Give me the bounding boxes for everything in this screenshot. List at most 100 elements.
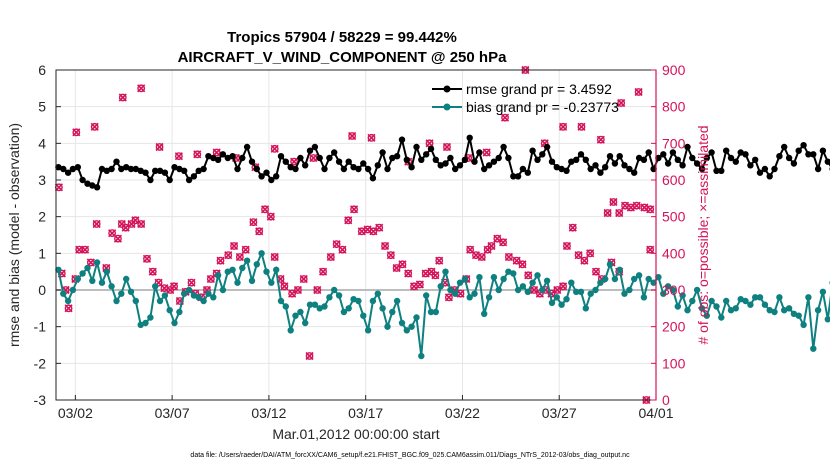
obs-count-marker bbox=[477, 252, 486, 262]
rmse-point bbox=[602, 164, 609, 171]
obs-assimilated-marker bbox=[224, 251, 233, 260]
obs-count-marker bbox=[92, 219, 101, 229]
bias-point bbox=[621, 290, 628, 297]
rmse-point bbox=[432, 156, 439, 163]
rmse-point bbox=[147, 176, 154, 184]
bias-point bbox=[108, 283, 115, 290]
obs-assimilated-marker bbox=[118, 93, 127, 102]
obs-assimilated-marker bbox=[260, 205, 270, 214]
obs-possible-marker bbox=[137, 220, 146, 228]
obs-count-marker bbox=[398, 260, 407, 269]
obs-assimilated-marker bbox=[193, 150, 202, 159]
rmse-point bbox=[243, 143, 251, 151]
obs-possible-marker bbox=[466, 245, 475, 254]
obs-possible-marker bbox=[596, 135, 605, 144]
bias-point bbox=[761, 301, 769, 308]
bias-point bbox=[316, 305, 323, 312]
bias-point bbox=[660, 290, 667, 297]
rmse-point bbox=[161, 169, 169, 176]
rmse-point bbox=[379, 149, 386, 156]
y-tick-label-right: 400 bbox=[662, 245, 686, 261]
x-tick-label: 03/02 bbox=[58, 405, 93, 421]
obs-count-marker bbox=[338, 245, 347, 254]
axes: 03/02 03/07 03/12 03/17 03/22 03/27 04/01 -3 -2 -… bbox=[34, 62, 686, 421]
rmse-point bbox=[89, 182, 96, 189]
bias-point bbox=[176, 308, 183, 316]
obs-assimilated-marker bbox=[255, 227, 264, 236]
bias-point bbox=[321, 303, 328, 310]
rmse-point bbox=[814, 165, 822, 173]
bias-point bbox=[631, 275, 638, 283]
obs-count-marker bbox=[241, 245, 250, 254]
bias-point bbox=[210, 294, 217, 301]
rmse-point bbox=[248, 158, 256, 165]
bias-point bbox=[331, 286, 338, 294]
rmse-point bbox=[539, 151, 546, 158]
bias-point bbox=[234, 279, 241, 286]
bias-point bbox=[418, 352, 425, 360]
bias-point bbox=[524, 288, 531, 295]
rmse-point bbox=[321, 165, 328, 173]
bias-point bbox=[393, 297, 401, 305]
bias-point bbox=[742, 297, 749, 305]
series-layer bbox=[54, 65, 830, 405]
bias-point bbox=[360, 312, 367, 319]
obs-count-marker bbox=[518, 260, 527, 269]
y-tick-label-left: 3 bbox=[38, 172, 46, 188]
bias-point bbox=[350, 296, 357, 303]
rmse-point bbox=[660, 151, 667, 158]
bias-point bbox=[243, 257, 251, 264]
bias-point bbox=[224, 268, 231, 275]
rmse-point bbox=[398, 136, 406, 143]
bias-point bbox=[800, 321, 807, 328]
rmse-point bbox=[253, 165, 260, 173]
rmse-point bbox=[229, 153, 236, 160]
obs-assimilated-marker bbox=[326, 252, 335, 262]
rmse-point bbox=[481, 165, 488, 173]
rmse-point bbox=[123, 164, 130, 171]
legend-rmse-label: rmse grand pr = 3.4592 bbox=[466, 81, 612, 97]
obs-possible-marker bbox=[634, 88, 643, 96]
bias-point bbox=[379, 305, 386, 312]
obs-possible-marker bbox=[617, 99, 626, 107]
obs-possible-marker bbox=[350, 205, 358, 214]
y-tick-label-right: 500 bbox=[662, 209, 686, 225]
obs-assimilated-marker bbox=[289, 157, 299, 166]
obs-count-marker bbox=[270, 252, 279, 262]
obs-possible-marker bbox=[574, 251, 583, 260]
obs-possible-marker bbox=[609, 198, 618, 206]
obs-assimilated-marker bbox=[313, 285, 322, 295]
obs-assimilated-marker bbox=[266, 212, 275, 221]
obs-possible-marker bbox=[241, 245, 250, 254]
rmse-point bbox=[210, 154, 217, 162]
bias-point bbox=[732, 305, 739, 312]
obs-assimilated-marker bbox=[319, 267, 328, 276]
bias-point bbox=[171, 319, 178, 327]
rmse-point bbox=[418, 156, 425, 163]
rmse-point bbox=[640, 156, 648, 163]
bias-point bbox=[98, 279, 106, 286]
obs-possible-marker bbox=[559, 122, 567, 131]
obs-assimilated-marker bbox=[216, 256, 225, 265]
obs-assimilated-marker bbox=[148, 267, 157, 276]
obs-count-marker bbox=[617, 98, 626, 108]
rmse-point bbox=[408, 164, 415, 171]
rmse-point bbox=[756, 169, 764, 176]
bias-point bbox=[456, 279, 464, 286]
rmse-point bbox=[597, 169, 604, 176]
obs-count-marker bbox=[137, 84, 146, 93]
rmse-point bbox=[403, 156, 410, 163]
obs-assimilated-marker bbox=[646, 205, 655, 214]
bias-point bbox=[292, 312, 299, 319]
obs-possible-marker bbox=[187, 278, 196, 287]
y-tick-label-left: 0 bbox=[38, 282, 46, 298]
rmse-point bbox=[708, 149, 715, 156]
bias-point bbox=[810, 345, 817, 352]
rmse-point bbox=[795, 147, 802, 154]
bias-point bbox=[548, 299, 556, 306]
rmse-point bbox=[510, 173, 517, 180]
x-tick-label: 03/17 bbox=[348, 405, 383, 421]
obs-possible-marker bbox=[398, 260, 407, 269]
rmse-point bbox=[461, 156, 469, 163]
bias-point bbox=[427, 308, 435, 316]
